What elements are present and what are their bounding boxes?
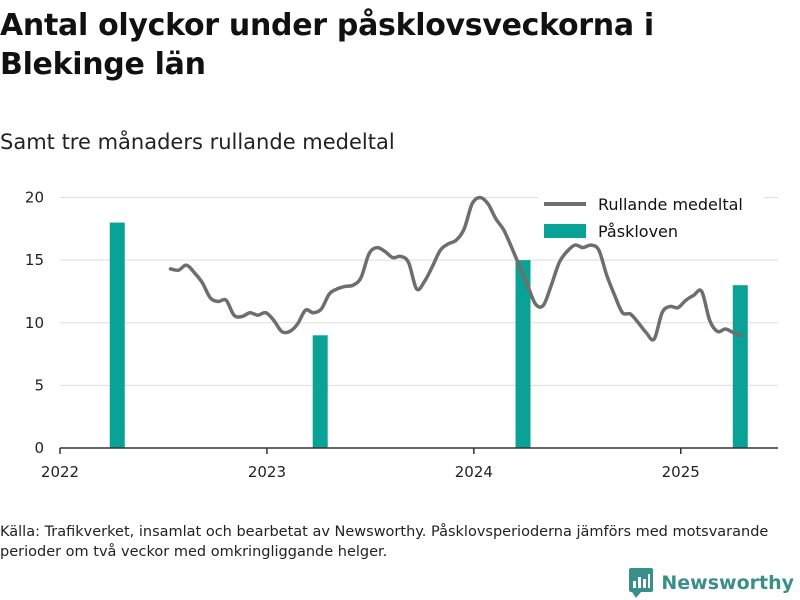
- y-tick-label: 10: [25, 314, 44, 332]
- bar: [312, 335, 328, 448]
- legend: Rullande medeltal Påskloven: [538, 190, 763, 242]
- bar: [732, 285, 748, 448]
- y-axis-ticks: 0 5 10 15 20: [25, 189, 44, 457]
- chart-area: 2022 2023 2024 2025 0 5 10 15 20 Rullande medel…: [25, 189, 778, 481]
- x-tick-label: 2024: [455, 463, 493, 481]
- x-tick-label: 2023: [248, 463, 286, 481]
- brand-name: Newsworthy: [661, 572, 794, 594]
- x-axis: 2022 2023 2024 2025: [41, 447, 778, 481]
- x-tick-label: 2025: [662, 463, 700, 481]
- newsworthy-logo-icon: [629, 568, 654, 598]
- y-tick-label: 15: [25, 251, 44, 269]
- legend-label-paskloven: Påskloven: [598, 222, 678, 241]
- line-series-rullande-medeltal: [168, 195, 744, 342]
- y-tick-label: 5: [34, 376, 44, 394]
- legend-bar-swatch: [544, 224, 586, 238]
- chart-title: Antal olyckor under påsklovsveckorna i B…: [0, 8, 654, 82]
- y-tick-label: 20: [25, 189, 44, 207]
- bar: [109, 222, 125, 448]
- bar: [515, 260, 531, 448]
- line-path: [168, 195, 744, 342]
- x-tick-label: 2022: [41, 463, 79, 481]
- bar-series-paskloven: [109, 222, 748, 448]
- source-note: Källa: Trafikverket, insamlat och bearbe…: [0, 524, 769, 560]
- brand-logo[interactable]: Newsworthy: [629, 567, 794, 599]
- chart-subtitle: Samt tre månaders rullande medeltal: [0, 130, 395, 154]
- y-tick-label: 0: [34, 439, 44, 457]
- legend-label-rullande-medeltal: Rullande medeltal: [598, 195, 743, 214]
